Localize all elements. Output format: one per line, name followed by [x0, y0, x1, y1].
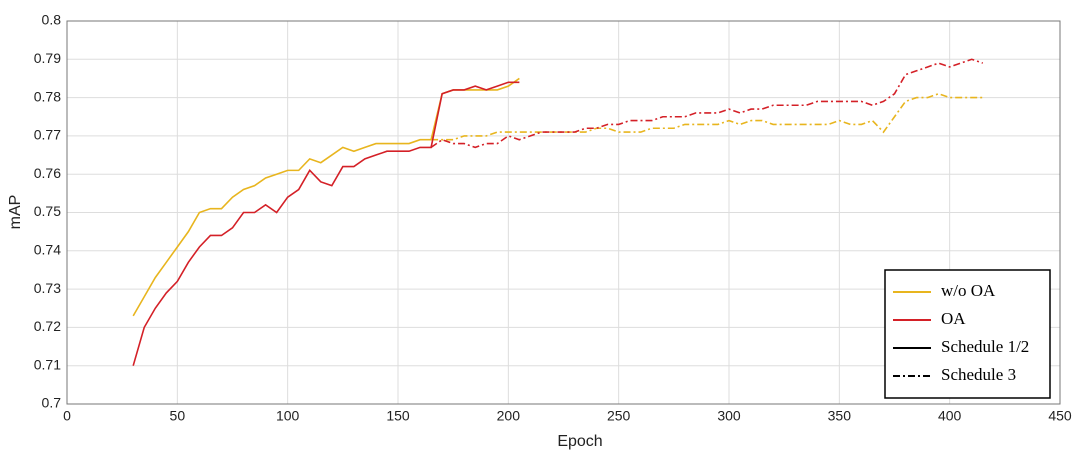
x-tick-label: 100: [276, 408, 300, 424]
y-tick-label: 0.76: [34, 165, 61, 181]
line: [431, 92, 983, 141]
x-tick-label: 200: [497, 408, 521, 424]
legend: w/o OA OA Schedule 1/2 Schedule 3: [884, 269, 1051, 399]
legend-label: Schedule 1/2: [941, 337, 1029, 356]
x-tick-label: 450: [1048, 408, 1072, 424]
legend-label: w/o OA: [941, 281, 996, 300]
y-tick-label: 0.7: [42, 395, 62, 411]
line: [430, 58, 984, 149]
y-tick-label: 0.79: [34, 50, 61, 66]
x-tick-label: 300: [717, 408, 741, 424]
y-tick-label: 0.75: [34, 203, 61, 219]
legend-label: Schedule 3: [941, 365, 1016, 384]
x-tick-label: 0: [63, 408, 71, 424]
y-tick-label: 0.74: [34, 242, 61, 258]
y-tick-label: 0.78: [34, 88, 61, 104]
x-tick-label: 150: [386, 408, 410, 424]
x-tick-label: 50: [170, 408, 186, 424]
y-tick-label: 0.71: [34, 356, 61, 372]
y-tick-label: 0.8: [42, 12, 62, 28]
y-tick-label: 0.77: [34, 127, 61, 143]
legend-label: OA: [941, 309, 966, 328]
line: [132, 77, 520, 317]
x-axis-label: Epoch: [557, 433, 602, 450]
plot-frame: [66, 20, 1061, 405]
x-tick-label: 350: [828, 408, 852, 424]
y-axis-label: mAP: [7, 195, 24, 230]
x-tick-label: 250: [607, 408, 631, 424]
y-tick-label: 0.73: [34, 280, 61, 296]
line: [132, 81, 520, 366]
y-tick-label: 0.72: [34, 318, 61, 334]
x-tick-label: 400: [938, 408, 962, 424]
